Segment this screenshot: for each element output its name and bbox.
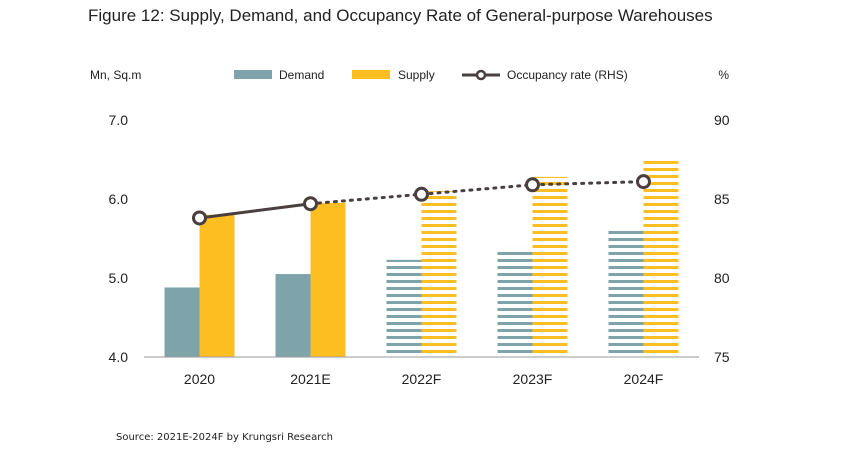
y-tick-left: 5.0 xyxy=(109,270,129,286)
bar-demand xyxy=(497,247,533,357)
chart-title: Figure 12: Supply, Demand, and Occupancy… xyxy=(88,6,713,25)
bar-demand xyxy=(608,229,644,357)
y-tick-left: 4.0 xyxy=(109,349,129,365)
chart-source: Source: 2021E-2024F by Krungsri Research xyxy=(116,432,333,443)
bar-supply xyxy=(643,159,679,357)
bar-supply xyxy=(421,191,457,357)
legend-marker-occupancy xyxy=(475,69,487,81)
legend-label-supply: Supply xyxy=(398,68,435,82)
legend-swatch-demand xyxy=(234,70,272,79)
bar-demand xyxy=(164,287,200,357)
occupancy-point xyxy=(636,174,651,190)
y-tick-left: 6.0 xyxy=(109,191,129,207)
legend-label-demand: Demand xyxy=(279,68,324,82)
x-tick-label: 2022F xyxy=(402,371,442,387)
y-tick-right: 90 xyxy=(714,112,730,128)
y-tick-right: 85 xyxy=(714,191,730,207)
x-tick-label: 2020 xyxy=(184,371,215,387)
occupancy-point xyxy=(414,186,429,202)
legend-label-occupancy: Occupancy rate (RHS) xyxy=(507,68,628,82)
x-tick-label: 2024F xyxy=(624,371,664,387)
y-tick-right: 80 xyxy=(714,270,730,286)
legend-swatch-supply xyxy=(352,70,390,79)
y-axis-right-label: % xyxy=(718,68,729,82)
occupancy-point xyxy=(192,210,207,226)
occupancy-line-forecast xyxy=(309,180,645,206)
bar-supply xyxy=(532,176,568,357)
bar-demand xyxy=(275,274,311,357)
x-tick-label: 2021E xyxy=(290,371,330,387)
occupancy-point xyxy=(303,196,318,212)
x-tick-label: 2023F xyxy=(513,371,553,387)
y-tick-right: 75 xyxy=(714,349,730,365)
y-tick-left: 7.0 xyxy=(109,112,129,128)
y-axis-left-label: Mn, Sq.m xyxy=(90,68,141,82)
occupancy-point xyxy=(525,177,540,193)
occupancy-line-actual xyxy=(199,202,311,220)
bar-supply xyxy=(310,202,346,357)
bar-demand xyxy=(386,259,422,357)
bar-supply xyxy=(199,214,235,357)
